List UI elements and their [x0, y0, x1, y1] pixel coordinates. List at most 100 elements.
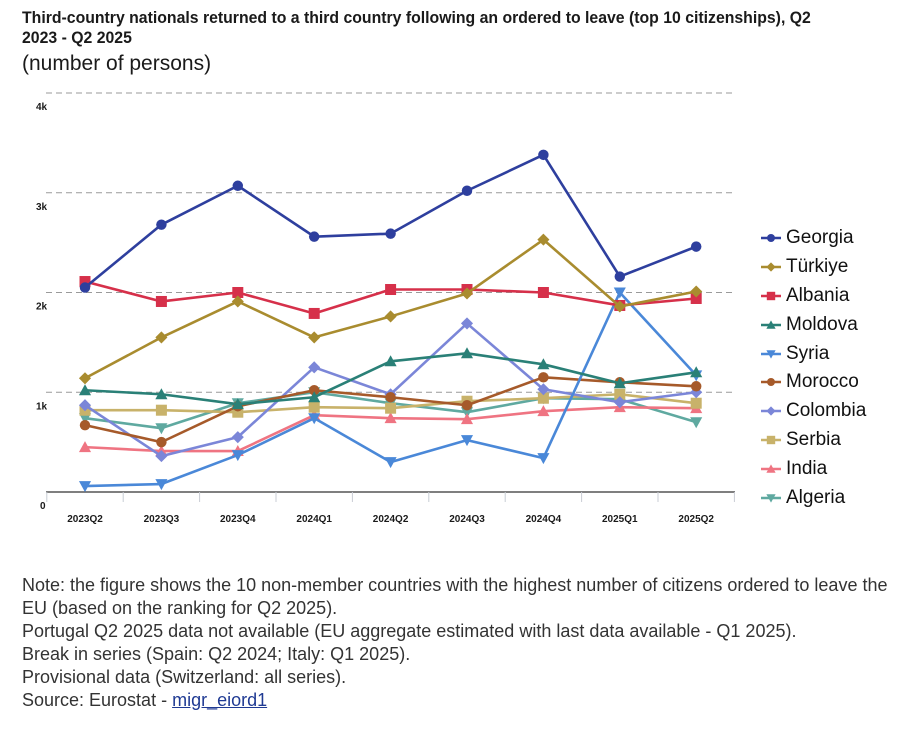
- legend-label: Georgia: [786, 227, 854, 249]
- point-trkiye: [231, 295, 244, 308]
- legend-marker-moldova: [766, 320, 776, 329]
- point-algeria: [78, 413, 92, 425]
- point-colombia: [231, 431, 244, 444]
- triangle-down-marker-icon: [761, 493, 781, 503]
- legend-marker-syria: [766, 349, 776, 359]
- legend-item-morocco[interactable]: Morocco: [760, 368, 866, 397]
- point-trkiye: [155, 331, 168, 344]
- point-albania: [690, 292, 702, 304]
- x-tick-label: 2023Q2: [67, 514, 103, 525]
- point-morocco: [156, 436, 167, 448]
- point-moldova: [613, 377, 626, 389]
- point-colombia: [308, 361, 321, 374]
- point-trkiye: [78, 372, 92, 385]
- legend-label: Colombia: [786, 400, 867, 422]
- point-moldova: [231, 398, 244, 410]
- diamond-marker-icon: [761, 262, 781, 272]
- source-link[interactable]: migr_eiord1: [172, 690, 268, 710]
- y-tick-label: 1k: [36, 401, 48, 412]
- note-portugal: Portugal Q2 2025 data not available (EU …: [22, 621, 797, 641]
- point-trkiye: [537, 233, 550, 246]
- x-tick-label: 2024Q4: [526, 514, 562, 525]
- gridlines: [46, 92, 735, 393]
- point-georgia: [690, 241, 702, 252]
- point-syria: [308, 413, 321, 425]
- series-colombia: [78, 317, 703, 463]
- point-syria: [384, 457, 397, 469]
- square-marker-icon: [761, 435, 781, 445]
- legend-item-colombia[interactable]: Colombia: [760, 397, 866, 426]
- legend-item-serbia[interactable]: Serbia: [760, 426, 866, 455]
- chart-notes: Note: the figure shows the 10 non-member…: [22, 574, 892, 712]
- point-moldova: [460, 347, 474, 359]
- note-break-in-series: Break in series (Spain: Q2 2024; Italy: …: [22, 644, 411, 664]
- point-morocco: [461, 399, 473, 411]
- legend-marker-algeria: [766, 493, 776, 503]
- point-serbia: [690, 397, 702, 409]
- point-moldova: [384, 355, 397, 367]
- triangle-up-marker-icon: [761, 320, 781, 329]
- legend-label: Syria: [786, 342, 830, 364]
- point-syria: [231, 450, 244, 462]
- circle-marker-icon: [761, 234, 781, 243]
- legend-label: Algeria: [786, 486, 846, 508]
- point-syria: [537, 453, 550, 465]
- series-group: [78, 149, 703, 493]
- point-moldova: [537, 358, 550, 370]
- point-albania: [308, 307, 320, 319]
- point-morocco: [538, 372, 549, 383]
- series-moldova: [78, 347, 703, 410]
- diamond-marker-icon: [761, 406, 781, 416]
- point-georgia: [156, 219, 167, 230]
- legend-item-georgia[interactable]: Georgia: [760, 224, 866, 253]
- point-colombia: [460, 317, 474, 330]
- point-georgia: [79, 282, 91, 293]
- point-serbia: [308, 401, 320, 413]
- legend-item-algeria[interactable]: Algeria: [760, 483, 866, 512]
- point-serbia: [614, 388, 626, 400]
- point-morocco: [79, 419, 91, 431]
- point-syria: [460, 435, 474, 447]
- point-trkiye: [308, 331, 321, 344]
- point-trkiye: [613, 300, 626, 313]
- legend-item-albania[interactable]: Albania: [760, 282, 866, 311]
- x-axis-ticks: 2023Q2 2023Q3 2023Q4 2024Q1 2024Q2 2024Q3 2024…: [46, 492, 735, 525]
- point-syria: [78, 481, 92, 493]
- x-tick-label: 2023Q3: [144, 514, 180, 525]
- point-india: [537, 405, 550, 417]
- point-georgia: [614, 271, 626, 282]
- y-tick-label: 3k: [36, 202, 48, 213]
- point-georgia: [308, 231, 320, 242]
- point-albania: [79, 276, 91, 288]
- point-colombia: [613, 396, 626, 409]
- legend-label: Türkiye: [786, 256, 849, 278]
- legend-label: Albania: [786, 284, 850, 306]
- legend-label: India: [786, 457, 828, 479]
- point-india: [78, 441, 92, 453]
- x-tick-label: 2025Q2: [678, 514, 714, 525]
- chart-subtitle: (number of persons): [22, 52, 212, 75]
- point-india: [460, 413, 474, 425]
- point-albania: [385, 284, 397, 296]
- point-georgia: [538, 149, 549, 161]
- point-algeria: [460, 407, 474, 419]
- point-morocco: [385, 392, 396, 403]
- legend-marker-serbia: [766, 435, 776, 445]
- legend-item-moldova[interactable]: Moldova: [760, 310, 866, 339]
- point-serbia: [232, 406, 244, 418]
- square-marker-icon: [761, 291, 781, 301]
- legend-item-india[interactable]: India: [760, 454, 866, 483]
- series-georgia: [79, 149, 702, 293]
- point-trkiye: [460, 287, 474, 300]
- note-source: Source: Eurostat - migr_eiord1: [22, 689, 892, 712]
- point-syria: [613, 287, 626, 299]
- legend-label: Morocco: [786, 371, 859, 393]
- legend-item-trkiye[interactable]: Türkiye: [760, 253, 866, 282]
- legend-label: Serbia: [786, 428, 841, 450]
- legend: Georgia Türkiye Albania Moldova Syria Morocco…: [760, 224, 866, 512]
- legend-marker-colombia: [766, 406, 776, 416]
- legend-marker-morocco: [767, 378, 775, 387]
- point-moldova: [690, 366, 703, 378]
- legend-item-syria[interactable]: Syria: [760, 339, 866, 368]
- legend-marker-albania: [766, 291, 776, 301]
